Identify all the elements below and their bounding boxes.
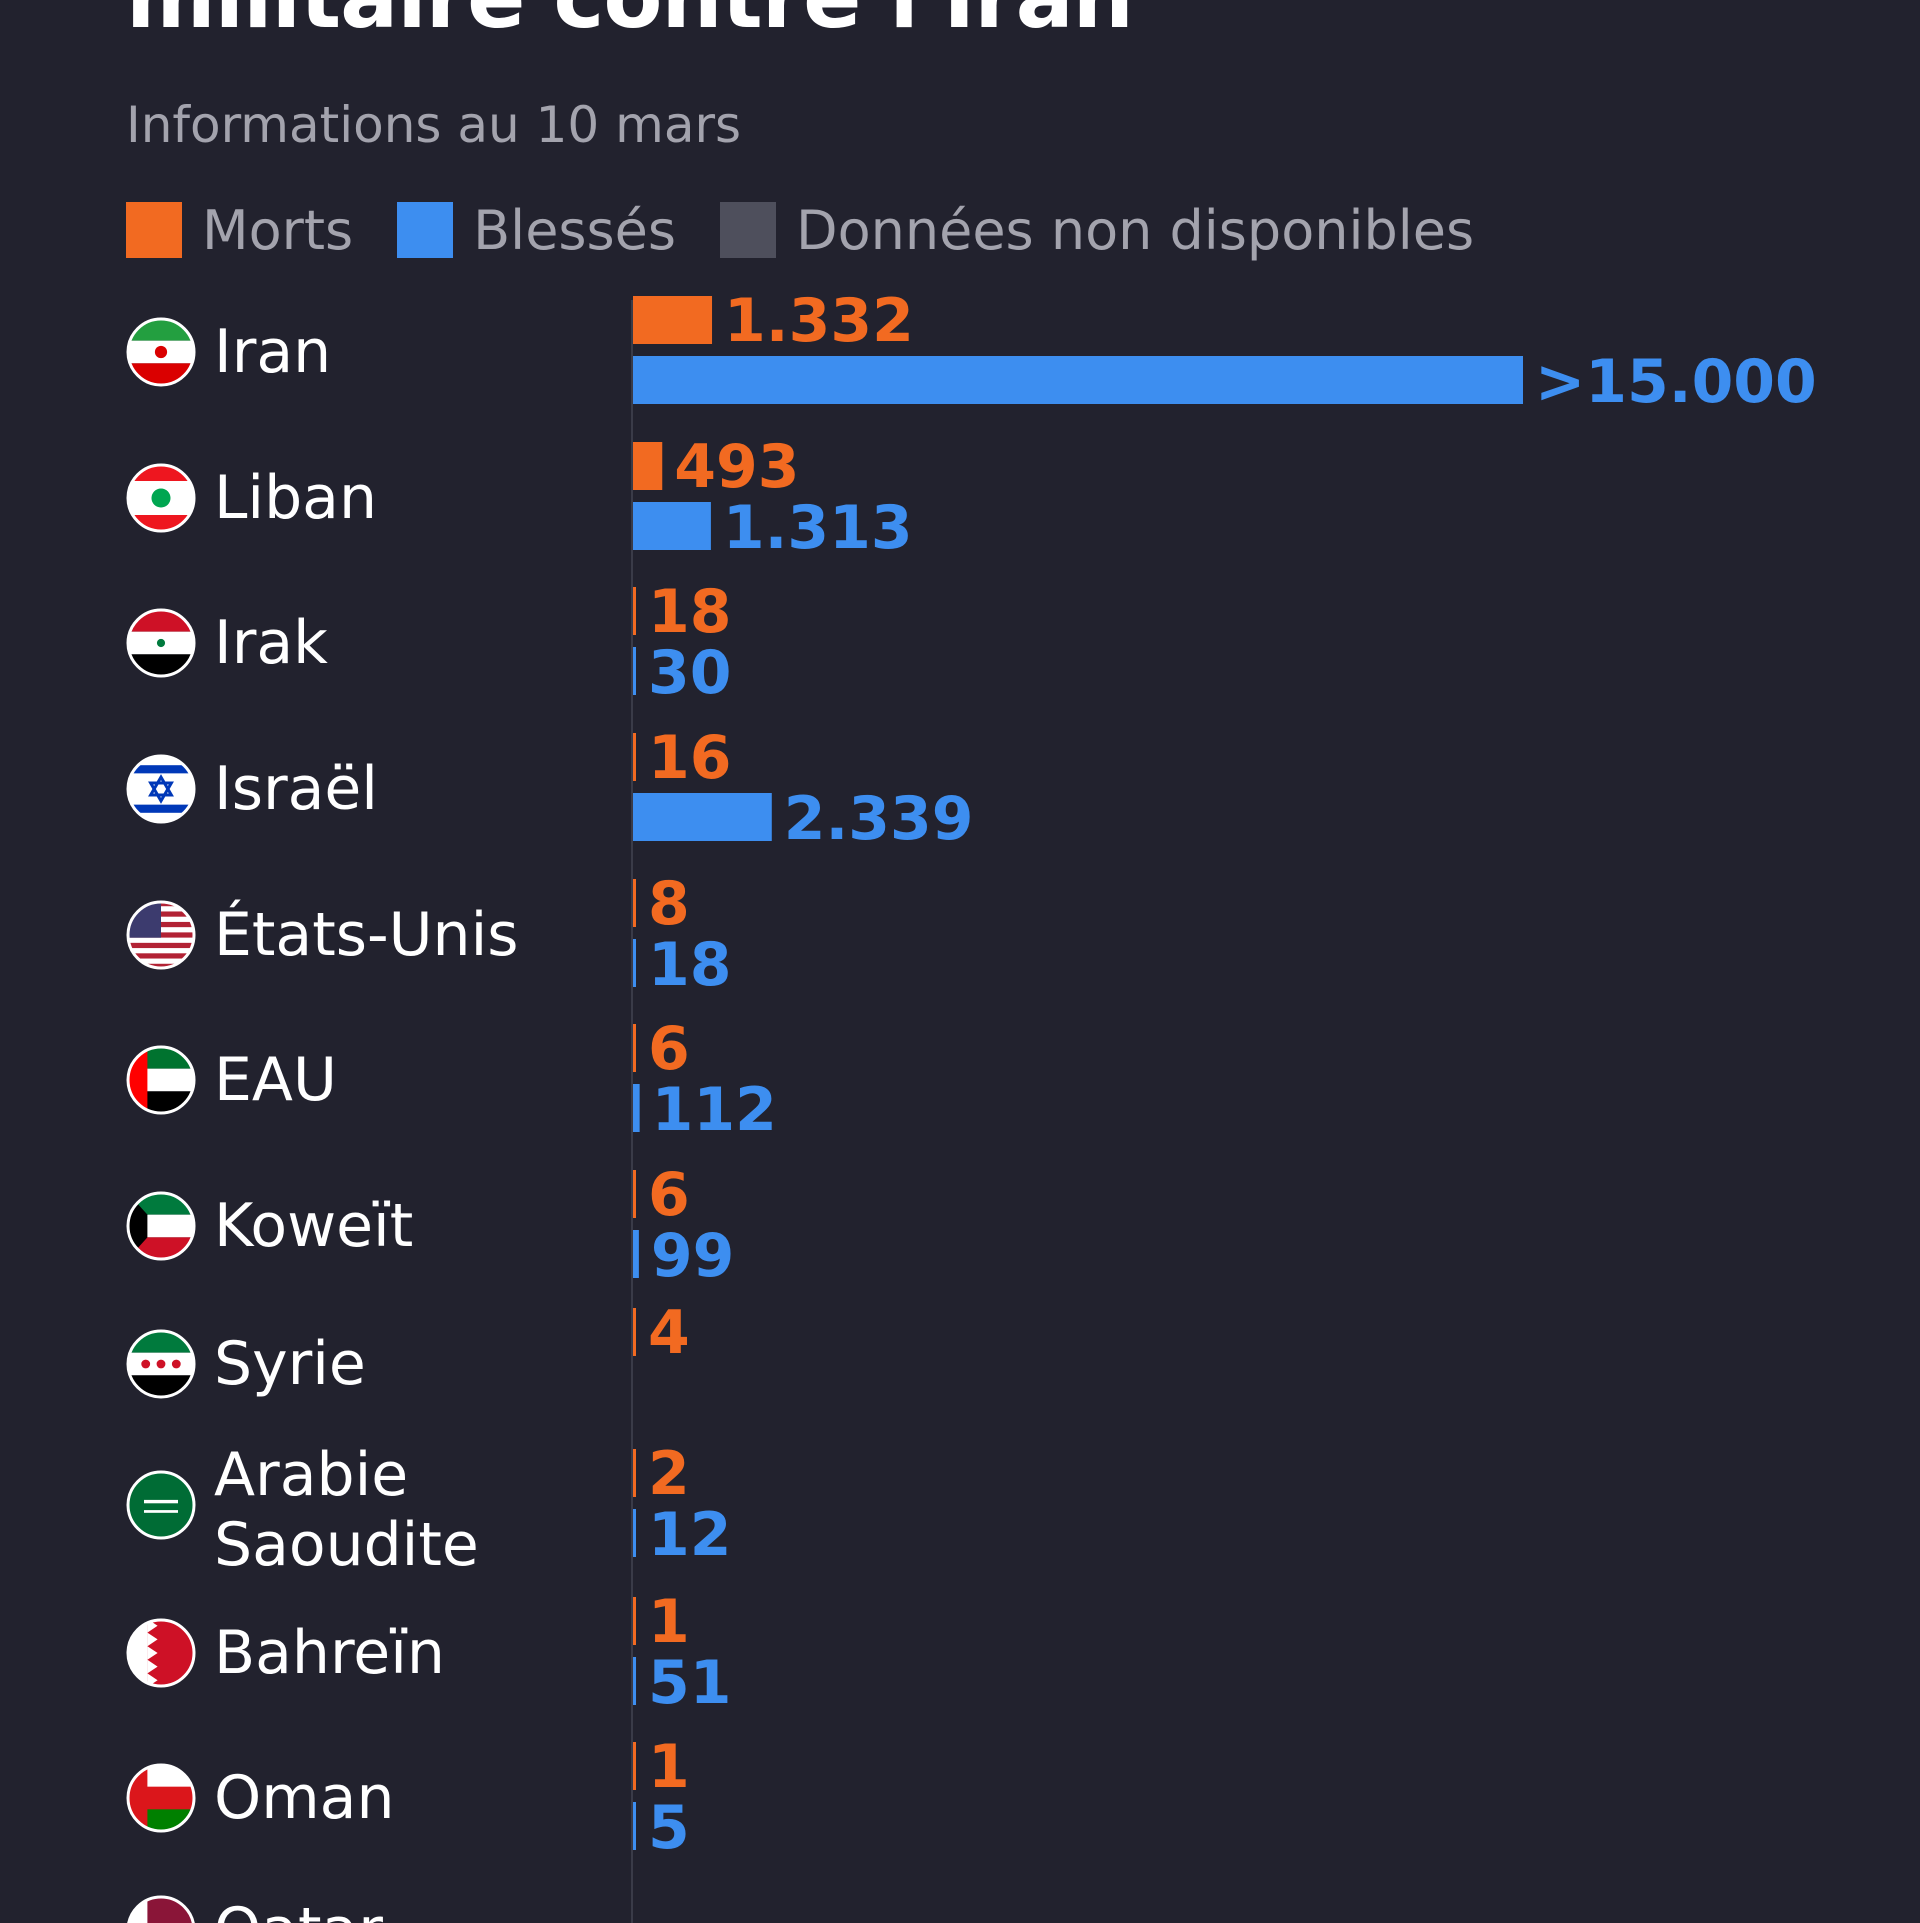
lebanon-flag-icon — [126, 463, 196, 533]
israel-flag-icon — [126, 754, 196, 824]
value-label-blesses-koweit: 99 — [651, 1221, 735, 1291]
value-label-blesses-eau: 112 — [652, 1075, 777, 1145]
legend-item-morts: Morts — [126, 199, 353, 262]
value-label-morts-bahrein: 1 — [648, 1587, 690, 1657]
usa-flag-icon — [126, 900, 196, 970]
bar-morts-oman — [633, 1742, 636, 1790]
iraq-flag-icon — [126, 608, 196, 678]
bar-blesses-bahrein — [633, 1657, 637, 1705]
legend-swatch-morts — [126, 202, 182, 258]
bar-morts-eau — [633, 1024, 636, 1072]
bar-blesses-irak — [633, 647, 636, 695]
bar-blesses-liban — [633, 502, 711, 550]
oman-flag-icon — [126, 1763, 196, 1833]
bar-morts-irak — [633, 587, 636, 635]
legend-item-non-disponible: Données non disponibles — [720, 199, 1474, 262]
value-label-blesses-iran: >15.000 — [1535, 347, 1817, 417]
country-label-eau: EAU — [214, 1045, 337, 1115]
bar-blesses-iran — [633, 356, 1523, 404]
country-label-bahrein: Bahreïn — [214, 1618, 445, 1688]
legend-item-blesses: Blessés — [397, 199, 676, 262]
legend: Morts Blessés Données non disponibles — [126, 199, 1474, 262]
value-label-blesses-oman: 5 — [648, 1793, 690, 1863]
bar-morts-arabie-saoudite — [633, 1449, 636, 1497]
country-label-iran: Iran — [214, 317, 331, 387]
bar-morts-iran — [633, 296, 713, 344]
value-label-blesses-etats-unis: 18 — [648, 930, 732, 1000]
value-label-morts-irak: 18 — [648, 577, 732, 647]
bar-blesses-oman — [633, 1802, 636, 1850]
syria-flag-icon — [126, 1329, 196, 1399]
country-label-israel: Israël — [214, 754, 378, 824]
bar-blesses-eau — [633, 1084, 640, 1132]
bar-blesses-etats-unis — [633, 939, 636, 987]
country-label-arabie-saoudite: Arabie Saoudite — [214, 1440, 479, 1580]
value-label-morts-liban: 493 — [674, 432, 799, 502]
saudi-arabia-flag-icon — [126, 1470, 196, 1540]
value-label-blesses-liban: 1.313 — [723, 493, 913, 563]
chart-subtitle: Informations au 10 mars — [126, 96, 742, 154]
value-label-morts-etats-unis: 8 — [648, 869, 690, 939]
country-label-syrie: Syrie — [214, 1329, 366, 1399]
legend-swatch-blesses — [397, 202, 454, 258]
iran-flag-icon — [126, 317, 196, 387]
bar-morts-liban — [633, 442, 663, 490]
value-label-morts-eau: 6 — [648, 1014, 690, 1084]
value-label-morts-arabie-saoudite: 2 — [648, 1439, 690, 1509]
bar-morts-syrie — [633, 1308, 636, 1356]
bar-morts-koweit — [633, 1170, 636, 1218]
bar-blesses-arabie-saoudite — [633, 1509, 636, 1557]
legend-label-non-disponible: Données non disponibles — [796, 198, 1475, 262]
kuwait-flag-icon — [126, 1191, 196, 1261]
value-label-morts-oman: 1 — [648, 1732, 690, 1802]
legend-label-blesses: Blessés — [473, 198, 677, 262]
country-label-qatar: Qatar — [214, 1895, 383, 1923]
value-label-blesses-arabie-saoudite: 12 — [648, 1500, 732, 1570]
legend-swatch-non-disponible — [720, 202, 777, 258]
country-label-liban: Liban — [214, 463, 377, 533]
value-label-blesses-bahrein: 51 — [648, 1648, 732, 1718]
bar-blesses-koweit — [633, 1230, 639, 1278]
bar-morts-etats-unis — [633, 879, 636, 927]
bar-blesses-israel — [633, 793, 772, 841]
country-label-etats-unis: États-Unis — [214, 898, 519, 970]
uae-flag-icon — [126, 1045, 196, 1115]
chart-title: militaire contre l'Iran — [126, 0, 1134, 48]
bahrain-flag-icon — [126, 1618, 196, 1688]
legend-label-morts: Morts — [202, 198, 354, 262]
value-label-morts-iran: 1.332 — [724, 286, 914, 356]
value-label-blesses-israel: 2.339 — [784, 784, 974, 854]
country-label-irak: Irak — [214, 608, 328, 678]
qatar-flag-icon — [127, 1895, 195, 1923]
bar-morts-israel — [633, 733, 636, 781]
country-label-koweit: Koweït — [214, 1191, 413, 1261]
value-label-morts-koweit: 6 — [648, 1160, 690, 1230]
value-label-morts-syrie: 4 — [648, 1298, 690, 1368]
value-label-morts-israel: 16 — [648, 723, 732, 793]
value-label-blesses-irak: 30 — [648, 638, 732, 708]
country-label-oman: Oman — [214, 1763, 394, 1833]
bar-morts-bahrein — [633, 1597, 636, 1645]
